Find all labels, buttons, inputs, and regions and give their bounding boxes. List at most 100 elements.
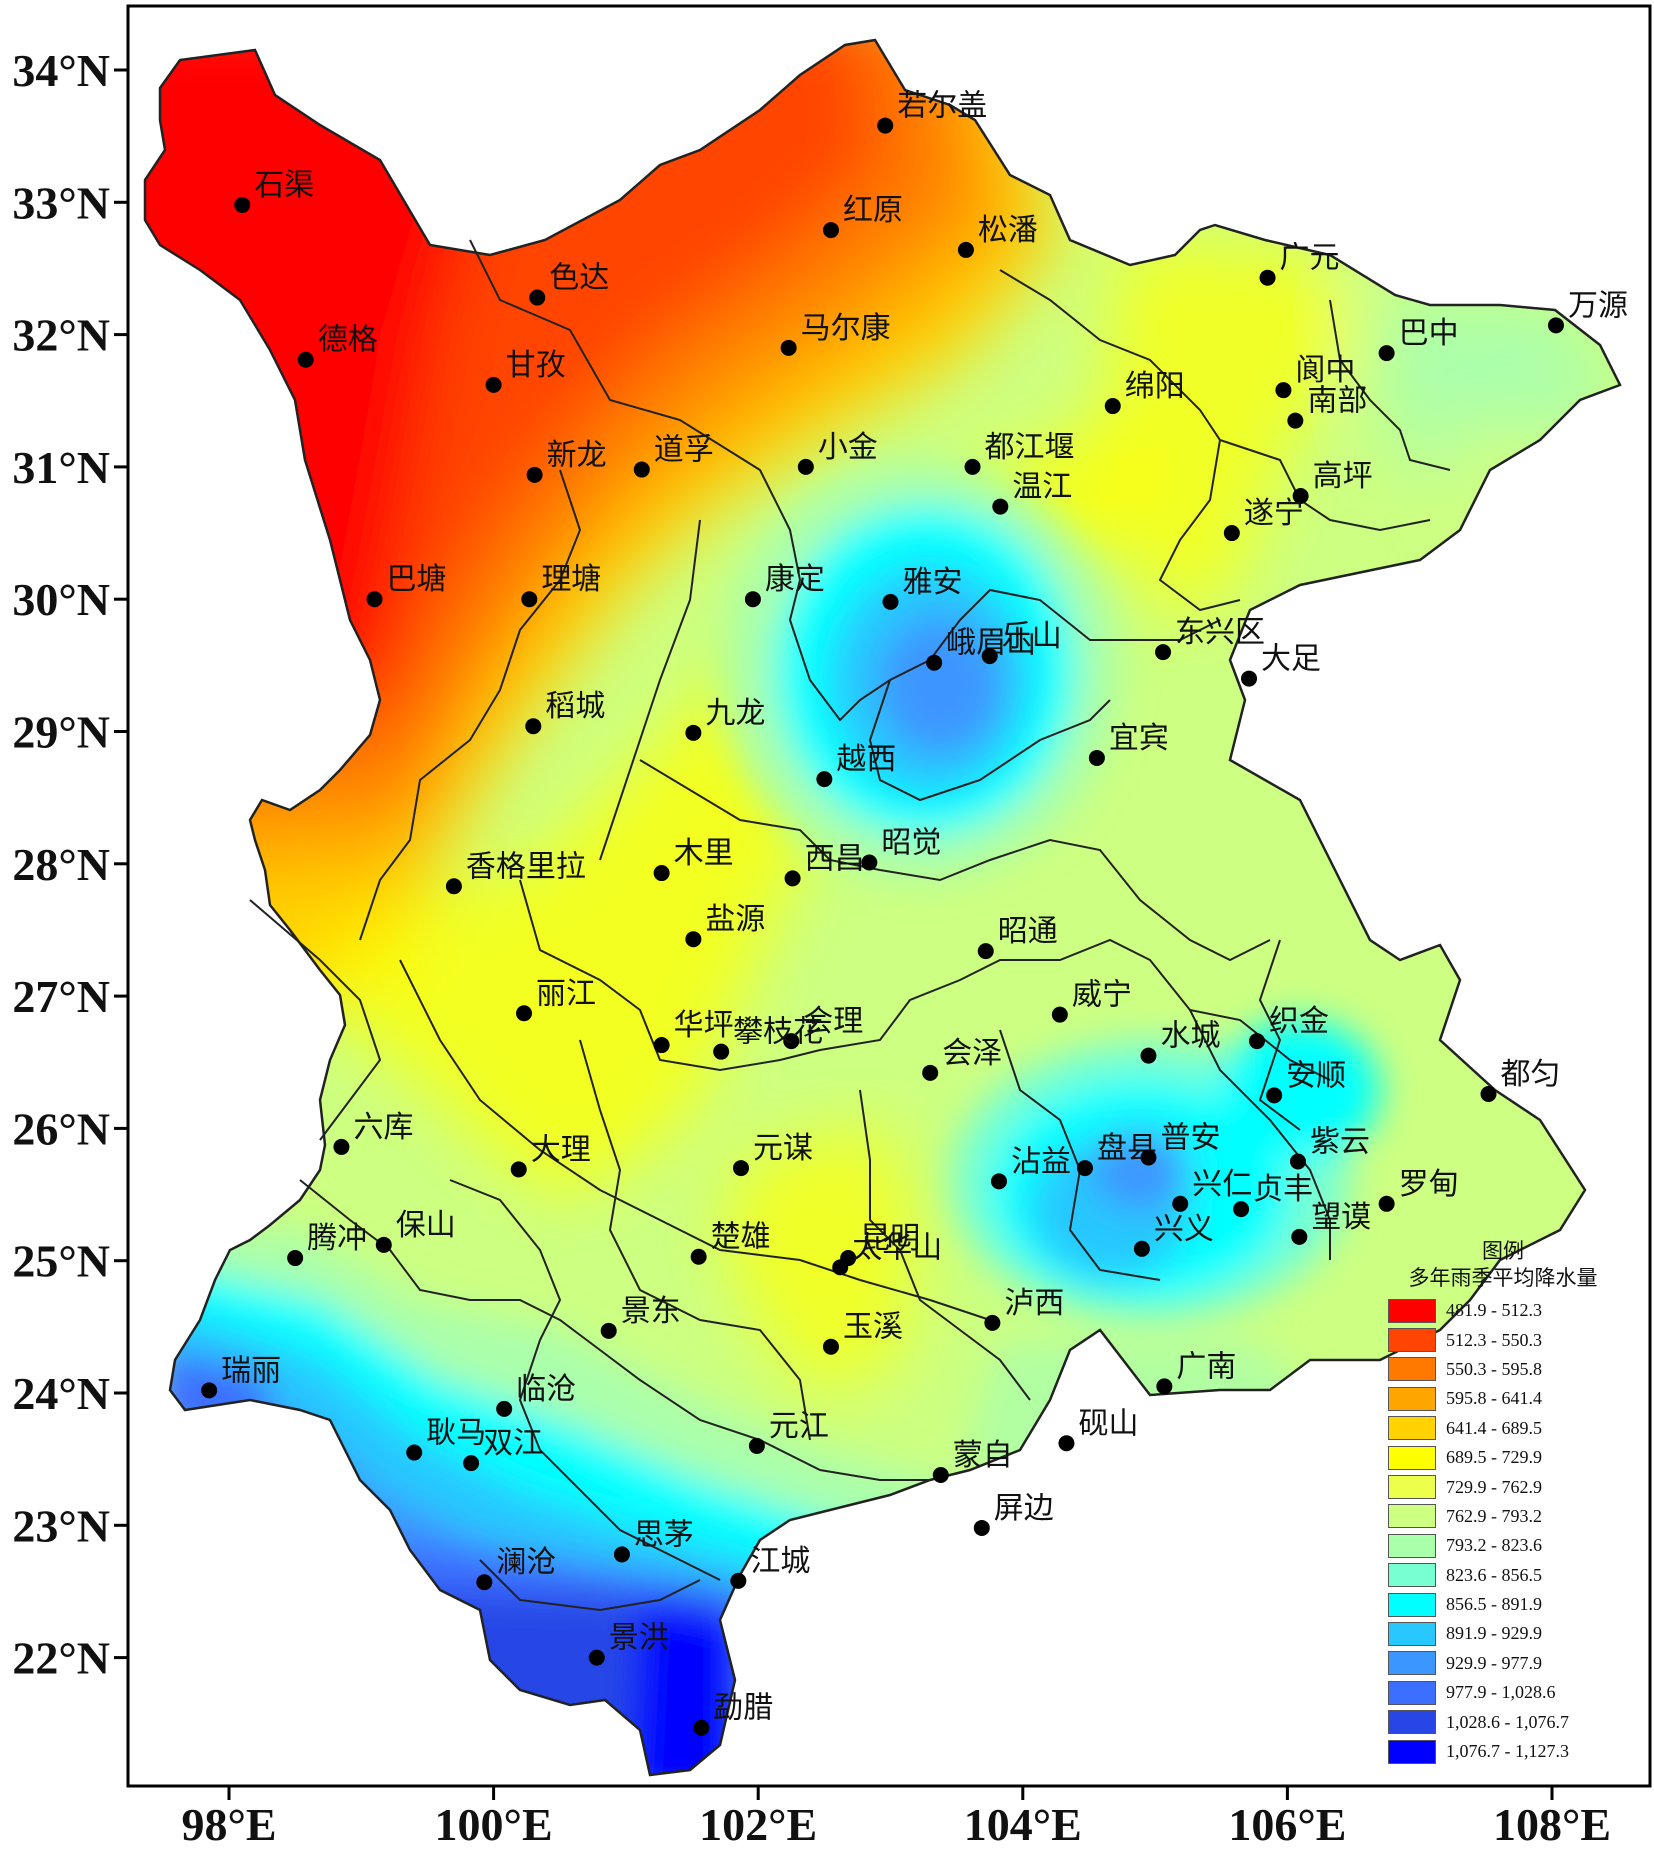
city-marker bbox=[1248, 1033, 1265, 1050]
city-marker bbox=[496, 1400, 513, 1417]
city-marker bbox=[990, 1173, 1007, 1190]
city-marker bbox=[526, 466, 543, 483]
city-label: 九龙 bbox=[705, 696, 765, 731]
legend-item: 595.8 - 641.4 bbox=[1388, 1384, 1618, 1413]
city-label: 澜沧 bbox=[496, 1545, 556, 1580]
city-marker bbox=[1140, 1149, 1157, 1166]
legend-item: 977.9 - 1,028.6 bbox=[1388, 1678, 1618, 1707]
city-marker bbox=[1292, 488, 1309, 505]
city-marker bbox=[445, 878, 462, 895]
city-marker bbox=[653, 1037, 670, 1054]
lat-label: 29°N bbox=[12, 707, 110, 758]
city-marker bbox=[1140, 1047, 1157, 1064]
legend-swatch bbox=[1388, 1680, 1436, 1705]
city-marker bbox=[525, 718, 542, 735]
legend-item: 793.2 - 823.6 bbox=[1388, 1531, 1618, 1560]
legend-swatch bbox=[1388, 1298, 1436, 1323]
city-label: 江城 bbox=[750, 1544, 810, 1579]
legend-subtitle: 多年雨季平均降水量 bbox=[1408, 1266, 1598, 1290]
city-label: 木里 bbox=[674, 836, 734, 871]
longitude-axis: 98°E 100°E 102°E 104°E 106°E 108°E bbox=[181, 1786, 1611, 1849]
city-marker bbox=[685, 931, 702, 948]
city-label: 都江堰 bbox=[985, 430, 1075, 465]
legend-label: 641.4 - 689.5 bbox=[1446, 1417, 1542, 1438]
city-label: 广南 bbox=[1176, 1349, 1236, 1384]
city-marker bbox=[1076, 1160, 1093, 1177]
legend-swatch bbox=[1388, 1592, 1436, 1617]
lat-label: 30°N bbox=[12, 574, 110, 625]
legend-swatch bbox=[1388, 1710, 1436, 1735]
lon-label: 106°E bbox=[1228, 1799, 1346, 1849]
city-marker bbox=[984, 1314, 1001, 1331]
city-label: 蒙自 bbox=[953, 1438, 1013, 1473]
city-label: 瑞丽 bbox=[221, 1353, 281, 1388]
city-label: 香格里拉 bbox=[466, 849, 586, 884]
lat-label: 26°N bbox=[12, 1103, 110, 1154]
city-marker bbox=[485, 376, 502, 393]
city-label: 紫云 bbox=[1310, 1124, 1370, 1159]
lat-label: 27°N bbox=[12, 971, 110, 1022]
legend-item: 512.3 - 550.3 bbox=[1388, 1325, 1618, 1354]
city-marker bbox=[822, 1338, 839, 1355]
city-label: 万源 bbox=[1568, 288, 1628, 323]
city-marker bbox=[1287, 412, 1304, 429]
city-label: 小金 bbox=[818, 430, 878, 465]
city-label: 乐山 bbox=[1002, 619, 1062, 654]
city-label: 新龙 bbox=[547, 438, 607, 473]
legend-label: 512.3 - 550.3 bbox=[1446, 1329, 1542, 1350]
legend-item: 891.9 - 929.9 bbox=[1388, 1619, 1618, 1648]
city-marker bbox=[1275, 382, 1292, 399]
legend-swatch bbox=[1388, 1621, 1436, 1646]
legend-swatch bbox=[1388, 1357, 1436, 1382]
city-marker bbox=[633, 461, 650, 478]
legend-item: 481.9 - 512.3 bbox=[1388, 1296, 1618, 1325]
city-marker bbox=[780, 339, 797, 356]
city-label: 保山 bbox=[396, 1208, 456, 1243]
city-label: 织金 bbox=[1269, 1004, 1329, 1039]
city-marker bbox=[1289, 1153, 1306, 1170]
city-marker bbox=[861, 854, 878, 871]
legend-item: 550.3 - 595.8 bbox=[1388, 1355, 1618, 1384]
legend-item: 1,076.7 - 1,127.3 bbox=[1388, 1737, 1618, 1766]
city-marker bbox=[877, 117, 894, 134]
city-label: 红原 bbox=[843, 193, 903, 228]
city-label: 康定 bbox=[765, 562, 825, 597]
legend: 图例 多年雨季平均降水量 481.9 - 512.3 512.3 - 550.3 5… bbox=[1388, 1238, 1618, 1766]
city-marker bbox=[588, 1649, 605, 1666]
city-label: 道孚 bbox=[654, 433, 714, 468]
legend-label: 481.9 - 512.3 bbox=[1446, 1300, 1542, 1321]
city-label: 会理 bbox=[803, 1004, 863, 1039]
admin-boundaries bbox=[143, 38, 1622, 1777]
city-marker bbox=[784, 870, 801, 887]
city-marker bbox=[783, 1033, 800, 1050]
legend-swatch bbox=[1388, 1504, 1436, 1529]
city-marker bbox=[287, 1250, 304, 1267]
city-label: 德格 bbox=[318, 323, 378, 358]
lat-label: 22°N bbox=[12, 1633, 110, 1684]
city-label: 腾冲 bbox=[307, 1221, 367, 1256]
legend-items: 481.9 - 512.3 512.3 - 550.3 550.3 - 595.8 5… bbox=[1388, 1296, 1618, 1766]
city-marker bbox=[992, 498, 1009, 515]
city-label: 会泽 bbox=[942, 1036, 1002, 1071]
city-label: 巴塘 bbox=[387, 562, 447, 597]
city-label: 大理 bbox=[531, 1132, 591, 1167]
city-label: 安顺 bbox=[1286, 1058, 1346, 1093]
city-label: 绵阳 bbox=[1125, 369, 1185, 404]
city-marker bbox=[822, 222, 839, 239]
city-label: 石渠 bbox=[254, 168, 314, 203]
city-marker bbox=[1156, 1378, 1173, 1395]
city-marker bbox=[1172, 1195, 1189, 1212]
city-marker bbox=[744, 591, 761, 608]
city-marker bbox=[957, 241, 974, 258]
legend-item: 823.6 - 856.5 bbox=[1388, 1561, 1618, 1590]
city-marker bbox=[932, 1467, 949, 1484]
city-label: 兴义 bbox=[1154, 1212, 1214, 1247]
city-label: 攀枝花 bbox=[733, 1015, 823, 1050]
latitude-axis: 34°N 33°N 32°N 31°N 30°N 29°N 28°N 27°N 26°N 25°N… bbox=[12, 45, 128, 1684]
city-marker bbox=[748, 1437, 765, 1454]
city-label: 巴中 bbox=[1399, 316, 1459, 351]
city-marker bbox=[529, 289, 546, 306]
city-marker bbox=[234, 196, 251, 213]
city-marker bbox=[613, 1546, 630, 1563]
city-marker bbox=[406, 1444, 423, 1461]
